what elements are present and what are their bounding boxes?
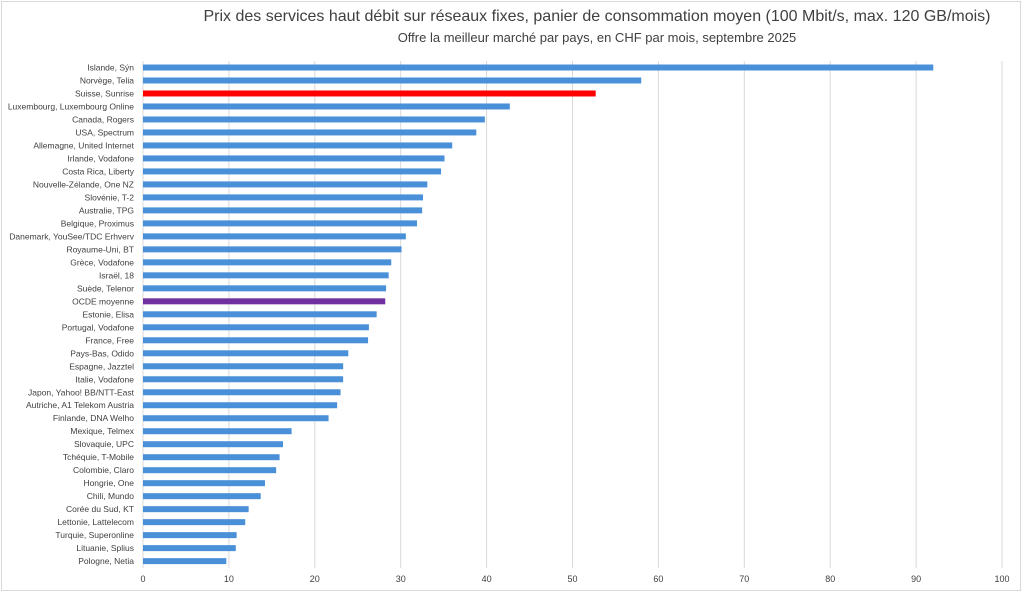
bar — [143, 285, 387, 292]
bar — [143, 155, 445, 162]
bar — [143, 233, 406, 240]
bar — [143, 311, 377, 318]
category-label: Slovaquie, UPC — [74, 439, 134, 449]
bar — [143, 532, 237, 539]
bar — [143, 363, 344, 370]
category-label: Australie, TPG — [79, 205, 134, 215]
category-label: Slovénie, T-2 — [85, 192, 135, 202]
chart-subtitle: Offre la meilleur marché par pays, en CH… — [397, 30, 797, 45]
bar — [143, 389, 341, 396]
bar — [143, 168, 442, 175]
category-label: Allemagne, United Internet — [33, 140, 134, 150]
category-label: Corée du Sud, KT — [66, 504, 134, 514]
bar — [143, 454, 280, 461]
bar — [143, 493, 261, 500]
bar — [143, 519, 246, 526]
bar — [143, 376, 344, 383]
x-tick-label: 100 — [994, 574, 1009, 584]
x-tick-label: 20 — [310, 574, 320, 584]
category-label: Luxembourg, Luxembourg Online — [8, 101, 134, 111]
category-label: Autriche, A1 Telekom Austria — [26, 400, 134, 410]
category-label: Tchéquie, T-Mobile — [63, 452, 134, 462]
category-label: Pays-Bas, Odido — [70, 348, 134, 358]
x-tick-label: 30 — [396, 574, 406, 584]
bar — [143, 181, 428, 188]
x-tick-label: 10 — [224, 574, 234, 584]
category-label: Canada, Rogers — [72, 114, 134, 124]
bar — [143, 480, 265, 487]
bar — [143, 350, 349, 357]
category-label: Israël, 18 — [99, 270, 134, 280]
category-label: Lettonie, Lattelecom — [57, 517, 134, 527]
bar — [143, 259, 392, 266]
category-label: USA, Spectrum — [75, 127, 134, 137]
x-tick-label: 80 — [825, 574, 835, 584]
x-tick-label: 0 — [140, 574, 145, 584]
x-tick-label: 50 — [567, 574, 577, 584]
category-label: Irlande, Vodafone — [67, 153, 134, 163]
category-label: Pologne, Netia — [78, 556, 134, 566]
bar — [143, 103, 510, 110]
bar — [143, 64, 934, 71]
bar — [143, 415, 329, 422]
category-label: France, Free — [85, 335, 134, 345]
bar — [143, 337, 369, 344]
category-label: Hongrie, One — [83, 478, 134, 488]
category-label: Turquie, Superonline — [55, 530, 134, 540]
category-label: Chili, Mundo — [87, 491, 135, 501]
category-label: Suisse, Sunrise — [75, 88, 134, 98]
category-label: Grèce, Vodafone — [70, 257, 134, 267]
x-tick-label: 60 — [653, 574, 663, 584]
x-tick-label: 40 — [482, 574, 492, 584]
category-label: Italie, Vodafone — [75, 374, 134, 384]
category-label: Mexique, Telmex — [70, 426, 134, 436]
bar — [143, 207, 423, 214]
category-label: Portugal, Vodafone — [62, 322, 135, 332]
bar — [143, 90, 596, 97]
category-label: Espagne, Jazztel — [69, 361, 134, 371]
bar — [143, 402, 338, 409]
x-tick-label: 90 — [911, 574, 921, 584]
bar — [143, 467, 277, 474]
category-label: Royaume-Uni, BT — [66, 244, 134, 254]
bar — [143, 194, 424, 201]
bar — [143, 220, 418, 227]
category-label: Colombie, Claro — [73, 465, 134, 475]
category-label: OCDE moyenne — [72, 296, 134, 306]
category-label: Norvège, Telia — [80, 75, 134, 85]
bar — [143, 129, 477, 136]
category-label: Belgique, Proximus — [61, 218, 134, 228]
bar — [143, 441, 284, 448]
bar — [143, 558, 227, 565]
category-label: Finlande, DNA Welho — [53, 413, 134, 423]
bar — [143, 116, 485, 123]
bar — [143, 298, 386, 305]
bar — [143, 545, 236, 552]
category-label: Suède, Telenor — [77, 283, 134, 293]
category-label: Costa Rica, Liberty — [62, 166, 135, 176]
chart-title: Prix des services haut débit sur réseaux… — [203, 8, 991, 25]
category-label: Estonie, Elisa — [83, 309, 135, 319]
x-tick-label: 70 — [739, 574, 749, 584]
bar — [143, 428, 292, 435]
category-label: Japon, Yahoo! BB/NTT-East — [28, 387, 135, 397]
category-label: Lituanie, Splius — [76, 543, 134, 553]
bar — [143, 272, 389, 279]
bar — [143, 506, 249, 513]
category-label: Nouvelle-Zélande, One NZ — [33, 179, 134, 189]
category-label: Danemark, YouSee/TDC Erhverv — [9, 231, 134, 241]
bar — [143, 142, 453, 149]
bar — [143, 324, 369, 331]
category-label: Islande, Sýn — [87, 63, 134, 73]
bar — [143, 246, 402, 253]
bar — [143, 77, 642, 84]
